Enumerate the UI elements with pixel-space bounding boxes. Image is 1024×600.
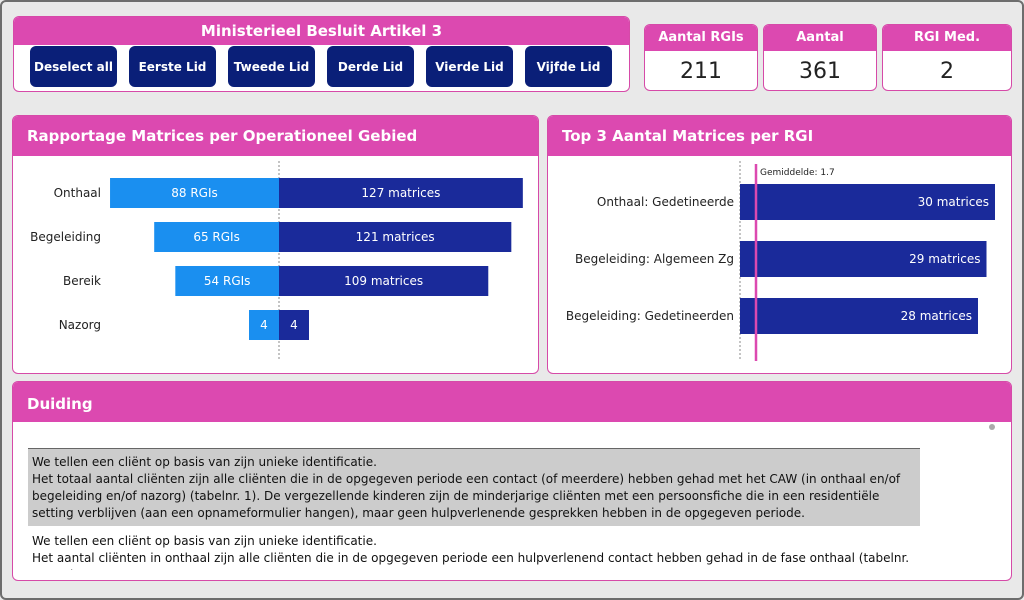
category-label: Nazorg xyxy=(59,318,101,332)
tweede-lid-button[interactable]: Tweede Lid xyxy=(228,46,315,87)
chart-title: Top 3 Aantal Matrices per RGI xyxy=(548,116,1011,156)
deselect-all-button[interactable]: Deselect all xyxy=(30,46,117,87)
category-label: Bereik xyxy=(63,274,101,288)
duiding-title: Duiding xyxy=(13,382,1011,422)
kpi-card-aantal-rgis: Aantal RGIs 211 xyxy=(644,24,758,91)
kpi-label: Aantal RGIs xyxy=(645,25,757,51)
vierde-lid-button[interactable]: Vierde Lid xyxy=(426,46,513,87)
data-label: 88 RGIs xyxy=(171,186,218,200)
kpi-value: 361 xyxy=(799,59,841,84)
data-label: 54 RGIs xyxy=(204,274,251,288)
bar-matrices xyxy=(279,310,309,340)
kpi-value: 2 xyxy=(940,59,954,84)
category-label: Begeleiding: Algemeen Zg xyxy=(575,252,734,266)
duiding-line: We tellen een cliënt op basis van zijn u… xyxy=(32,455,377,469)
filter-button-row: Deselect all Eerste Lid Tweede Lid Derde… xyxy=(30,46,612,87)
bar-matrices xyxy=(279,222,512,252)
chart-title: Rapportage Matrices per Operationeel Geb… xyxy=(13,116,538,156)
data-label: 127 matrices xyxy=(361,186,440,200)
data-label: 4 xyxy=(260,318,268,332)
duiding-panel: Duiding We tellen een cliënt op basis va… xyxy=(12,381,1012,581)
vijfde-lid-button[interactable]: Vijfde Lid xyxy=(525,46,612,87)
bar-matrices xyxy=(740,184,995,220)
category-label: Begeleiding xyxy=(30,230,101,244)
divider xyxy=(28,448,920,449)
top3-bar-chart: Onthaal: Gedetineerde 30 matrices Begeleid… xyxy=(566,161,995,361)
bar-matrices xyxy=(740,241,987,277)
duiding-paragraph: Het totaal aantal cliënten zijn alle cli… xyxy=(32,472,901,520)
duiding-text: We tellen een cliënt op basis van zijn u… xyxy=(28,448,920,570)
data-label: 30 matrices xyxy=(918,195,989,209)
data-label: 121 matrices xyxy=(356,230,435,244)
kpi-card-aantal-matrices: Aantal Matrices 361 xyxy=(763,24,877,91)
bar-rgis xyxy=(154,222,279,252)
data-label: 65 RGIs xyxy=(193,230,240,244)
eerste-lid-button[interactable]: Eerste Lid xyxy=(129,46,216,87)
category-label: Onthaal xyxy=(54,186,101,200)
average-label: Gemiddelde: 1.7 xyxy=(760,168,835,178)
data-label: 4 xyxy=(290,318,298,332)
derde-lid-button[interactable]: Derde Lid xyxy=(327,46,414,87)
category-label: Onthaal: Gedetineerde xyxy=(597,195,734,209)
duiding-block: We tellen een cliënt op basis van zijn u… xyxy=(28,526,920,570)
scrollbar-thumb[interactable] xyxy=(989,424,995,430)
diverging-bar-chart: Onthaal 88 RGIs 127 matrices Begeleiding 65 … xyxy=(30,161,523,361)
bar-rgis xyxy=(175,266,279,296)
chart-card-operationeel-gebied: Rapportage Matrices per Operationeel Geb… xyxy=(12,115,539,374)
duiding-paragraph: Het aantal cliënten in onthaal zijn alle… xyxy=(32,551,910,570)
bar-rgis xyxy=(249,310,279,340)
bar-matrices xyxy=(740,298,978,334)
kpi-label: Aantal Matrices xyxy=(764,25,876,71)
kpi-label: RGI Med. Matrices xyxy=(883,25,1011,71)
kpi-value: 211 xyxy=(680,59,722,84)
duiding-block-highlighted: We tellen een cliënt op basis van zijn u… xyxy=(28,449,920,526)
bar-rgis xyxy=(110,178,279,208)
kpi-card-rgi-med-matrices: RGI Med. Matrices 2 xyxy=(882,24,1012,91)
category-label: Begeleiding: Gedetineerden xyxy=(566,309,734,323)
duiding-line: We tellen een cliënt op basis van zijn u… xyxy=(32,534,377,548)
filter-panel: Ministerieel Besluit Artikel 3 Deselect … xyxy=(13,16,630,92)
bar-matrices xyxy=(279,266,489,296)
data-label: 109 matrices xyxy=(344,274,423,288)
data-label: 29 matrices xyxy=(909,252,980,266)
bar-matrices xyxy=(279,178,523,208)
chart-card-top3-rgi: Top 3 Aantal Matrices per RGI Onthaal: G… xyxy=(547,115,1012,374)
data-label: 28 matrices xyxy=(901,309,972,323)
filter-title: Ministerieel Besluit Artikel 3 xyxy=(14,17,629,45)
